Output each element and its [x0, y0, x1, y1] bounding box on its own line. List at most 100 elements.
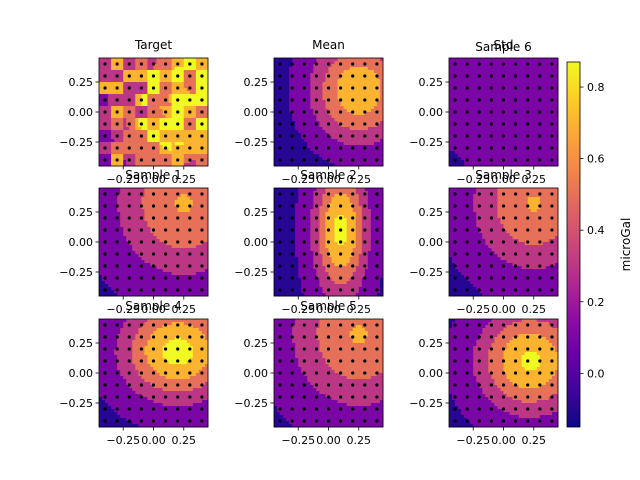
heatmap-cell — [515, 100, 520, 104]
heatmap-cell — [298, 100, 302, 104]
heatmap-cell — [340, 106, 345, 110]
heatmap-cell — [111, 112, 115, 116]
heatmap-cell — [283, 91, 287, 95]
heatmap-cell — [461, 100, 465, 104]
heatmap-cell — [518, 91, 523, 95]
heatmap-cell — [141, 103, 145, 107]
heatmap-cell — [482, 139, 486, 143]
y-axis-ticks: 0.250.00−0.25 — [409, 76, 449, 149]
heatmap-cell — [545, 88, 550, 92]
heatmap-cell — [162, 236, 167, 240]
data-point — [477, 98, 481, 102]
heatmap-cell — [162, 124, 167, 128]
heatmap-cell — [147, 242, 151, 246]
heatmap-cell — [479, 151, 483, 155]
data-point — [200, 74, 204, 78]
heatmap-cell — [165, 79, 170, 83]
heatmap-cell — [539, 142, 544, 146]
heatmap-cell — [105, 163, 109, 167]
heatmap-cell — [204, 103, 209, 107]
heatmap-cell — [277, 103, 281, 107]
heatmap-cell — [458, 70, 462, 74]
heatmap-cell — [123, 239, 127, 243]
heatmap-cell — [301, 145, 305, 149]
heatmap-cell — [277, 76, 281, 80]
heatmap-cell — [120, 272, 124, 276]
heatmap-cell — [548, 142, 553, 146]
heatmap-cell — [458, 115, 462, 119]
heatmap-cell — [156, 85, 160, 89]
heatmap-cell — [376, 133, 381, 137]
heatmap-cell — [102, 263, 106, 267]
heatmap-cell — [506, 124, 510, 128]
heatmap-cell — [186, 85, 191, 89]
heatmap-cell — [328, 109, 332, 113]
heatmap-cell — [328, 115, 332, 119]
heatmap-cell — [536, 142, 541, 146]
heatmap-cell — [283, 112, 287, 116]
heatmap-cell — [156, 142, 160, 146]
heatmap-cell — [340, 118, 345, 122]
heatmap-cell — [192, 163, 197, 167]
heatmap-cell — [141, 197, 145, 201]
heatmap-cell — [280, 139, 284, 143]
heatmap-cell — [162, 133, 167, 137]
heatmap-cell — [171, 70, 176, 74]
heatmap-cell — [129, 257, 133, 261]
heatmap-cell — [183, 109, 188, 113]
heatmap-cell — [494, 124, 498, 128]
heatmap-cell — [539, 97, 544, 101]
heatmap-cell — [114, 245, 118, 249]
heatmap-cell — [162, 203, 167, 207]
data-point — [326, 98, 331, 102]
heatmap-cell — [301, 79, 305, 83]
heatmap-cell — [135, 58, 139, 62]
heatmap-cell — [292, 163, 296, 167]
heatmap-cell — [301, 151, 305, 155]
heatmap-cell — [186, 142, 191, 146]
heatmap-cell — [120, 97, 124, 101]
heatmap-cell — [138, 109, 142, 113]
heatmap-cell — [506, 115, 510, 119]
heatmap-cell — [352, 61, 357, 65]
heatmap-cell — [177, 103, 182, 107]
heatmap-cell — [512, 124, 517, 128]
heatmap-cell — [132, 85, 136, 89]
heatmap-cell — [473, 67, 477, 71]
heatmap-cell — [286, 112, 290, 116]
heatmap-cell — [274, 88, 278, 92]
heatmap-cell — [364, 67, 369, 71]
heatmap-cell — [117, 97, 121, 101]
heatmap-cell — [141, 64, 145, 68]
heatmap-cell — [120, 160, 124, 164]
heatmap-cell — [509, 64, 513, 68]
heatmap-cell — [349, 64, 354, 68]
heatmap-cell — [274, 151, 278, 155]
heatmap-cell — [376, 76, 381, 80]
heatmap-cell — [198, 88, 203, 92]
heatmap-cell — [201, 160, 206, 164]
data-point — [188, 86, 192, 90]
heatmap-cell — [129, 142, 133, 146]
heatmap-cell — [183, 121, 188, 125]
data-point — [290, 158, 294, 162]
heatmap-cell — [156, 106, 160, 110]
heatmap-cell — [328, 112, 332, 116]
heatmap-cell — [530, 163, 535, 167]
heatmap-cell — [108, 227, 112, 231]
heatmap-cell — [102, 191, 106, 195]
heatmap-cell — [138, 206, 142, 210]
heatmap-cell — [322, 142, 326, 146]
heatmap-cell — [147, 160, 151, 164]
heatmap-cell — [334, 124, 338, 128]
heatmap-cell — [461, 64, 465, 68]
heatmap-cell — [364, 154, 369, 158]
heatmap-cell — [319, 115, 323, 119]
heatmap-cell — [159, 61, 163, 65]
heatmap-cell — [274, 115, 278, 119]
data-point — [477, 122, 481, 126]
heatmap-cell — [150, 112, 154, 116]
heatmap-cell — [452, 106, 456, 110]
data-point — [176, 110, 180, 114]
heatmap-cell — [464, 109, 468, 113]
